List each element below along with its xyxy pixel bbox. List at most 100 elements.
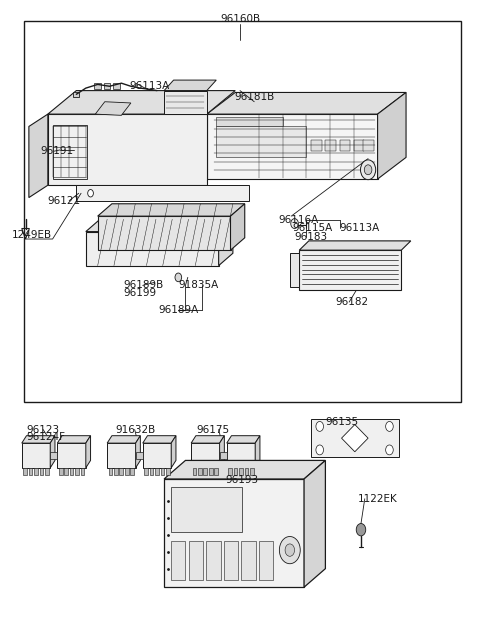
Polygon shape [340, 140, 350, 151]
Polygon shape [255, 436, 260, 468]
Text: 96193: 96193 [226, 475, 259, 485]
Polygon shape [378, 92, 406, 179]
Polygon shape [48, 90, 235, 114]
Circle shape [88, 190, 94, 197]
Polygon shape [23, 468, 27, 475]
Text: 96160B: 96160B [220, 14, 260, 24]
Polygon shape [241, 541, 256, 580]
Polygon shape [95, 83, 101, 89]
Circle shape [356, 524, 366, 536]
Polygon shape [207, 114, 378, 179]
Polygon shape [216, 117, 283, 127]
Text: 1122EK: 1122EK [358, 494, 397, 504]
Circle shape [175, 273, 181, 281]
Polygon shape [171, 541, 185, 580]
Polygon shape [131, 468, 134, 475]
Polygon shape [219, 219, 233, 266]
Polygon shape [64, 468, 68, 475]
Polygon shape [160, 468, 164, 475]
Polygon shape [57, 436, 91, 443]
Polygon shape [125, 468, 129, 475]
Polygon shape [57, 443, 86, 468]
Polygon shape [204, 468, 207, 475]
Circle shape [285, 544, 295, 556]
Polygon shape [206, 541, 220, 580]
Polygon shape [219, 452, 227, 459]
Text: 96189B: 96189B [124, 280, 164, 290]
Polygon shape [107, 443, 136, 468]
Polygon shape [311, 419, 399, 457]
Polygon shape [150, 468, 154, 475]
Text: 96113A: 96113A [130, 80, 170, 90]
Polygon shape [107, 436, 140, 443]
Polygon shape [22, 443, 50, 468]
Polygon shape [227, 436, 260, 443]
Polygon shape [108, 468, 112, 475]
Text: 96124F: 96124F [26, 432, 65, 442]
Text: 96135: 96135 [325, 417, 359, 427]
Text: 96116A: 96116A [278, 215, 318, 225]
Polygon shape [22, 436, 55, 443]
Text: 96175: 96175 [196, 424, 229, 434]
Polygon shape [227, 443, 255, 468]
Polygon shape [81, 468, 84, 475]
Polygon shape [120, 468, 123, 475]
Polygon shape [48, 114, 207, 185]
Polygon shape [29, 114, 48, 198]
Polygon shape [136, 452, 143, 459]
Text: 96113A: 96113A [340, 223, 380, 233]
Polygon shape [219, 436, 224, 468]
Polygon shape [192, 468, 196, 475]
Bar [24, 21, 461, 402]
Polygon shape [136, 436, 140, 468]
Polygon shape [96, 102, 131, 115]
Polygon shape [164, 479, 304, 587]
Text: 96121: 96121 [48, 196, 81, 206]
Polygon shape [76, 185, 250, 201]
Polygon shape [325, 140, 336, 151]
Polygon shape [114, 468, 118, 475]
Polygon shape [171, 436, 176, 468]
Polygon shape [86, 219, 233, 232]
Polygon shape [311, 140, 322, 151]
Polygon shape [207, 92, 406, 114]
Polygon shape [97, 204, 245, 216]
Circle shape [385, 445, 393, 455]
Polygon shape [239, 468, 243, 475]
Text: 91835A: 91835A [179, 280, 218, 290]
Text: 96123: 96123 [26, 424, 60, 434]
Polygon shape [300, 241, 411, 250]
Polygon shape [230, 204, 245, 250]
Polygon shape [75, 468, 79, 475]
Polygon shape [198, 468, 202, 475]
Polygon shape [86, 436, 91, 468]
Circle shape [316, 445, 324, 455]
Polygon shape [45, 468, 49, 475]
Polygon shape [250, 468, 254, 475]
Text: 96189A: 96189A [158, 305, 199, 315]
Polygon shape [143, 436, 176, 443]
Polygon shape [113, 83, 120, 89]
Text: 96183: 96183 [295, 232, 328, 241]
Text: 96199: 96199 [124, 288, 157, 298]
Polygon shape [300, 250, 401, 290]
Polygon shape [290, 253, 300, 287]
Polygon shape [224, 541, 238, 580]
Text: 96181B: 96181B [234, 92, 275, 102]
Circle shape [279, 537, 300, 563]
Polygon shape [86, 232, 219, 266]
Polygon shape [259, 541, 273, 580]
Polygon shape [244, 468, 248, 475]
Polygon shape [215, 468, 218, 475]
Polygon shape [166, 468, 170, 475]
Polygon shape [59, 468, 62, 475]
Polygon shape [191, 436, 224, 443]
Polygon shape [209, 468, 213, 475]
Text: 96115A: 96115A [292, 223, 333, 233]
Polygon shape [189, 541, 203, 580]
Polygon shape [34, 468, 38, 475]
Circle shape [364, 165, 372, 175]
Polygon shape [29, 468, 33, 475]
Circle shape [291, 218, 299, 228]
Text: 96182: 96182 [335, 297, 368, 307]
